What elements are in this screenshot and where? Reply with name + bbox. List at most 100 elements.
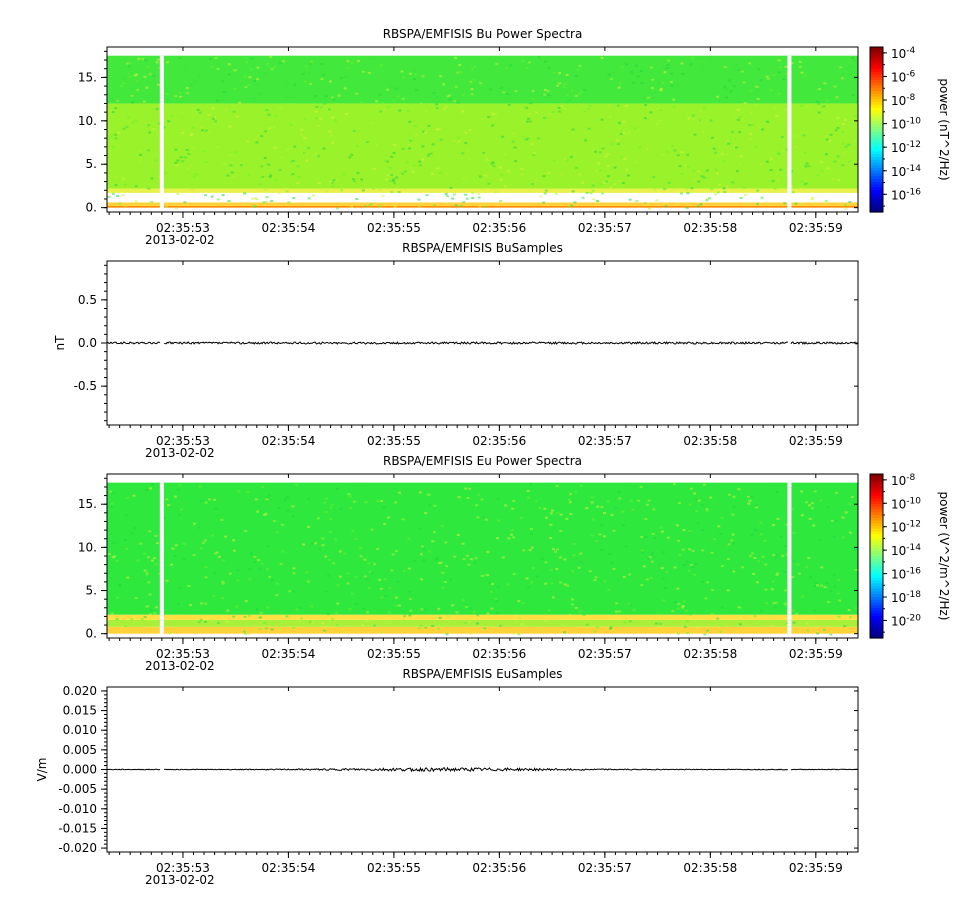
- spectrogram-speckle: [335, 623, 339, 626]
- spectrogram-speckle: [264, 188, 268, 191]
- spectrogram-speckle: [483, 574, 487, 577]
- spectrogram-speckle: [278, 107, 282, 110]
- spectrogram-speckle: [478, 175, 482, 178]
- colorbar-tick-label: 10-10: [891, 117, 921, 132]
- y-tick-label: 0.015: [63, 704, 97, 718]
- spectrogram-speckle: [558, 72, 562, 75]
- x-tick-label: 02:35:54: [261, 221, 315, 235]
- colorbar-segment: [870, 490, 883, 494]
- spectrogram-speckle: [258, 92, 262, 95]
- colorbar-segment: [870, 58, 883, 62]
- spectrogram-speckle: [121, 194, 125, 197]
- spectrogram-speckle: [521, 60, 525, 63]
- spectrogram-speckle: [595, 169, 599, 172]
- spectrogram-speckle: [394, 87, 398, 90]
- spectrogram-speckle: [130, 618, 134, 621]
- spectrogram-speckle: [397, 191, 401, 194]
- spectrogram-speckle: [263, 129, 267, 132]
- colorbar-segment: [870, 621, 883, 625]
- spectrogram-speckle: [803, 183, 807, 186]
- spectrogram-speckle: [645, 578, 649, 581]
- spectrogram-speckle: [528, 549, 532, 552]
- spectrogram-speckle: [841, 152, 845, 155]
- spectrogram-speckle: [366, 611, 370, 614]
- spectrogram-speckle: [520, 623, 524, 626]
- spectrogram-speckle: [602, 512, 606, 515]
- spectrogram-speckle: [536, 137, 540, 140]
- spectrogram-speckle: [627, 131, 631, 134]
- spectrogram-speckle: [572, 526, 576, 529]
- colorbar-segment: [870, 479, 883, 483]
- spectrogram-speckle: [420, 608, 424, 611]
- spectrogram-speckle: [333, 119, 337, 122]
- spectrogram-speckle: [792, 531, 796, 534]
- spectrogram-speckle: [765, 160, 769, 163]
- spectrogram-speckle: [110, 612, 114, 615]
- spectrogram-speckle: [339, 77, 343, 80]
- spectrogram-speckle: [820, 554, 824, 557]
- spectrogram-speckle: [187, 152, 191, 155]
- spectrogram-speckle: [598, 169, 602, 172]
- colorbar-segment: [870, 509, 883, 513]
- spectrogram-speckle: [600, 118, 604, 121]
- spectrogram-speckle: [189, 164, 193, 167]
- spectrogram-speckle: [757, 68, 761, 71]
- spectrogram-speckle: [146, 65, 150, 68]
- spectrogram-speckle: [539, 515, 543, 518]
- spectrogram-speckle: [709, 188, 713, 191]
- spectrogram-speckle: [503, 153, 507, 156]
- spectrogram-speckle: [769, 169, 773, 172]
- spectrogram-speckle: [544, 619, 548, 622]
- spectrogram-speckle: [372, 167, 376, 170]
- spectrogram-speckle: [273, 66, 277, 69]
- panel-2: RBSPA/EMFISIS BuSamplesnT-0.50.00.502:35…: [53, 241, 859, 460]
- spectrogram-speckle: [659, 87, 663, 90]
- spectrogram-speckle: [653, 542, 657, 545]
- spectrogram-speckle: [749, 488, 753, 491]
- spectrogram-speckle: [204, 501, 208, 504]
- spectrogram-speckle: [693, 573, 697, 576]
- spectrogram-speckle: [739, 155, 743, 158]
- spectrogram-speckle: [378, 578, 382, 581]
- spectrogram-speckle: [163, 190, 167, 193]
- spectrogram-speckle: [542, 201, 546, 204]
- spectrogram-speckle: [439, 138, 443, 141]
- spectrogram-speckle: [301, 72, 305, 75]
- spectrogram-speckle: [693, 133, 697, 136]
- spectrogram-speckle: [178, 484, 182, 487]
- colorbar-segment: [870, 168, 883, 172]
- spectrogram-speckle: [566, 100, 570, 103]
- spectrogram-speckle: [708, 197, 712, 200]
- spectrogram-speckle: [263, 621, 267, 624]
- spectrogram-speckle: [563, 83, 567, 86]
- spectrogram-speckle: [560, 104, 564, 107]
- spectrogram-speckle: [540, 94, 544, 97]
- spectrogram-speckle: [631, 508, 635, 511]
- spectrogram-speckle: [235, 115, 239, 118]
- spectrogram-speckle: [425, 110, 429, 113]
- spectrogram-speckle: [659, 526, 663, 529]
- colorbar-segment: [870, 52, 883, 56]
- spectrogram-speckle: [681, 72, 685, 75]
- spectrogram-speckle: [114, 184, 118, 187]
- spectrogram-speckle: [150, 483, 154, 486]
- spectrogram-speckle: [731, 181, 735, 184]
- spectrogram-speckle: [773, 107, 777, 110]
- spectrogram-speckle: [658, 622, 662, 625]
- spectrogram-speckle: [320, 63, 324, 66]
- spectrogram-speckle: [577, 566, 581, 569]
- spectrogram-speckle: [248, 614, 252, 617]
- spectrogram-speckle: [729, 90, 733, 93]
- spectrogram-speckle: [157, 122, 161, 125]
- spectrogram-speckle: [628, 620, 632, 623]
- spectrogram-speckle: [854, 607, 858, 610]
- spectrogram-speckle: [199, 547, 203, 550]
- spectrogram-speckle: [486, 550, 490, 553]
- spectrogram-speckle: [331, 116, 335, 119]
- spectrogram-speckle: [563, 158, 567, 161]
- spectrogram-speckle: [123, 538, 127, 541]
- spectrogram-speckle: [559, 581, 563, 584]
- spectrogram-speckle: [570, 89, 574, 92]
- spectrogram-speckle: [108, 137, 112, 140]
- colorbar-segment: [870, 146, 883, 150]
